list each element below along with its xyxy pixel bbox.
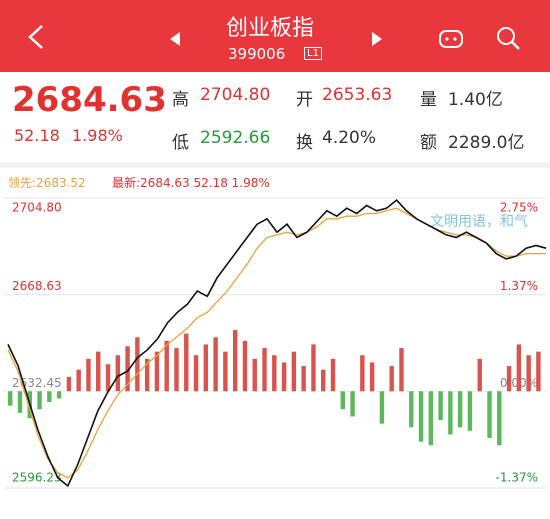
flow-bar [262,348,267,392]
label: 额 [420,133,437,153]
flow-bar [272,355,277,392]
flow-bar [86,358,91,392]
change-pct: 1.98% [72,126,123,145]
back-button[interactable] [26,24,46,50]
label: 低 [172,133,189,153]
flow-bar [301,366,306,392]
flow-bar [536,351,541,392]
flow-bar [399,348,404,392]
badge: L1 [304,47,322,60]
series-line [7,199,547,488]
flow-bar [526,355,531,392]
label: 开 [296,90,313,110]
flow-bar [223,351,228,392]
legend-lead: 领先:2683.52 [8,176,86,190]
price: 2684.63 [12,80,167,120]
flow-bar [47,391,52,403]
flow-bar [174,348,179,392]
flow-bar [291,351,297,392]
flow-bar [184,333,189,392]
series-line [7,207,546,479]
flow-bar [369,362,375,392]
flow-bar [37,391,42,410]
code: 399006 [228,45,286,63]
flow-bar [115,355,121,392]
value: 2653.63 [322,85,393,105]
flow-bar [487,391,492,439]
flow-bar [213,337,218,392]
flow-bar [144,358,150,392]
flow-bar [340,391,345,410]
pct-tick-label: -1.37% [496,471,538,485]
flow-bar [389,366,394,392]
label: 换 [296,133,313,153]
flow-bar [8,391,13,406]
flow-bar [428,391,434,446]
flow-bar [330,358,336,392]
y-tick-label: 2668.63 [12,279,62,293]
watermark: 文明用语，和气 [430,214,528,230]
flow-bar [193,355,199,392]
flow-bar [56,391,62,399]
flow-bar [125,346,130,392]
flow-bar [418,391,424,442]
flow-bar [203,344,209,392]
search-icon[interactable] [495,25,523,53]
legend-latest: 最新:2684.63 52.18 1.98% [112,176,270,190]
change: 52.18 [14,126,60,145]
flow-bar [96,351,101,392]
flow-bar [164,340,169,392]
value: 2704.80 [200,85,271,105]
value: 4.20% [322,128,377,148]
flow-bar [321,369,326,392]
robot-icon[interactable] [436,25,466,51]
flow-bar [438,391,443,421]
pct-tick-label: 2.75% [500,201,538,215]
value: 2289.0亿 [448,133,525,153]
flow-bar [232,330,238,392]
value: 1.40亿 [448,90,503,110]
pct-tick-label: 1.37% [500,279,538,293]
separator [0,162,550,168]
label: 量 [420,90,437,110]
flow-bar [477,358,482,392]
flow-bar [17,391,23,413]
label: 高 [172,90,189,110]
flow-bar [516,344,522,392]
flow-bar [281,362,287,392]
flow-bar [467,391,473,431]
flow-bar [409,391,414,428]
chart: 2596.23-1.37%2632.450.00%2668.631.37%270… [4,197,547,489]
flow-bar [379,391,385,424]
flow-bar [457,391,463,428]
flow-bar [360,355,365,392]
flow-bar [497,391,502,446]
flow-bar [448,391,453,435]
flow-bar [66,376,72,392]
header: 创业板指 399006 L1 [0,0,550,72]
flow-bar [135,337,140,392]
flow-bar [242,340,248,392]
y-tick-label: 2704.80 [12,201,62,215]
flow-bar [311,344,316,392]
y-tick-label: 2596.23 [12,471,62,485]
next-button[interactable] [370,31,384,47]
flow-bar [76,369,81,392]
value: 2592.66 [200,128,271,148]
flow-bar [350,391,355,417]
flow-bar [506,366,512,392]
flow-bar [252,358,257,392]
flow-bar [154,351,160,392]
title: 创业板指 [226,16,315,41]
prev-button[interactable] [168,31,182,47]
flow-bar [105,364,111,392]
